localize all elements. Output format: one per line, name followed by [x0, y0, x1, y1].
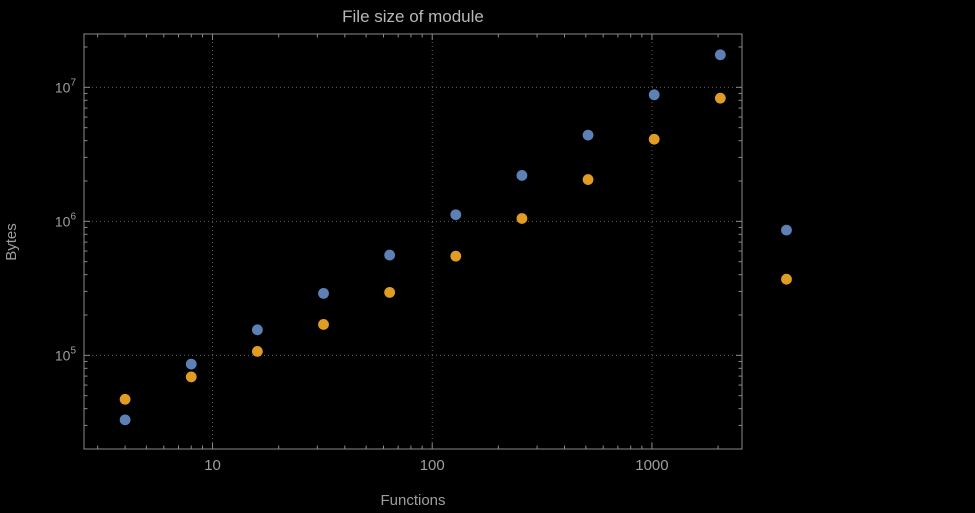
chart-title: File size of module	[342, 7, 484, 26]
data-point-series-blue	[185, 358, 197, 370]
x-tick-label: 100	[420, 457, 445, 474]
data-point-series-orange	[781, 273, 792, 285]
data-point-series-blue	[251, 324, 263, 336]
x-tick-label: 1000	[635, 457, 668, 474]
tick-label-layer: 10 100 1000 105 106 107	[55, 77, 669, 474]
data-point-series-blue	[450, 209, 462, 221]
gridline-layer	[84, 34, 742, 449]
data-point-series-orange	[450, 250, 462, 262]
data-point-series-blue	[582, 129, 594, 141]
data-point-series-blue	[648, 89, 660, 101]
x-tick-label: 10	[204, 457, 221, 474]
data-point-series-orange	[251, 345, 263, 357]
data-point-layer	[119, 49, 792, 426]
tick-mark-layer	[84, 34, 742, 450]
y-tick-label: 106	[55, 211, 77, 229]
y-axis-label: Bytes	[3, 223, 20, 261]
data-point-series-blue	[516, 170, 528, 181]
data-point-series-orange	[648, 133, 660, 145]
data-point-series-orange	[516, 213, 528, 224]
data-point-series-orange	[119, 393, 131, 405]
data-point-series-orange	[582, 174, 594, 185]
data-point-series-blue	[714, 49, 726, 61]
data-point-series-blue	[384, 249, 396, 261]
data-point-series-orange	[714, 92, 726, 104]
data-point-series-blue	[318, 287, 329, 299]
data-point-series-orange	[318, 319, 329, 330]
data-point-series-orange	[384, 286, 396, 298]
x-axis-label: Functions	[380, 492, 445, 509]
y-tick-label: 105	[55, 345, 77, 363]
y-tick-label: 107	[55, 77, 77, 95]
data-point-series-blue	[119, 414, 131, 426]
data-point-series-orange	[185, 371, 197, 383]
data-point-series-blue	[781, 224, 792, 236]
plot-frame	[83, 33, 743, 450]
